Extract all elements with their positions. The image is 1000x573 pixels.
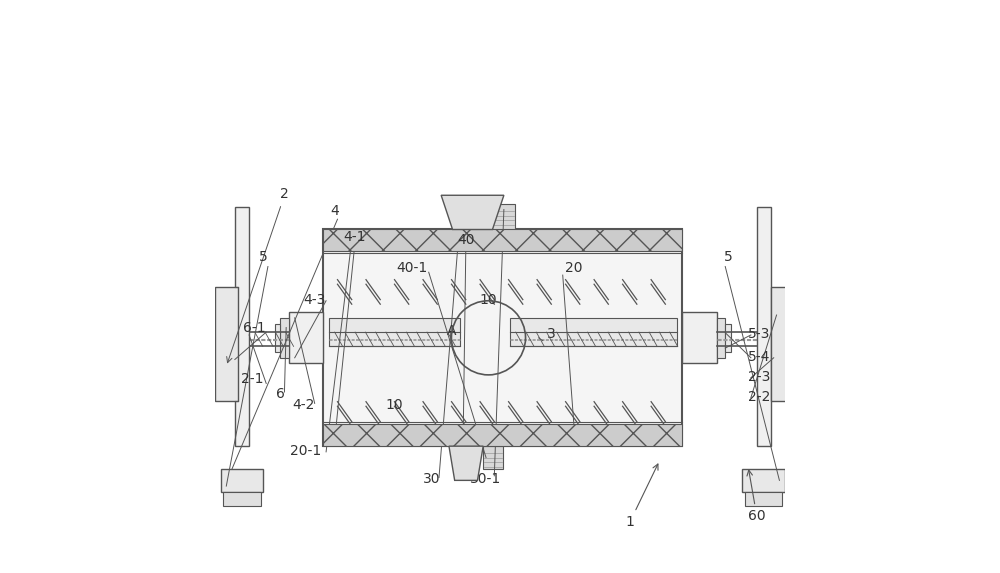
Bar [323,229,682,446]
Bar [682,312,717,363]
Bar [289,312,323,363]
Bar [275,324,280,352]
Bar [280,318,289,358]
Text: 40-1: 40-1 [396,261,427,275]
Bar [757,207,771,446]
Polygon shape [441,195,504,229]
Text: 6: 6 [276,387,285,401]
Text: 20-1: 20-1 [290,444,322,458]
Text: 4: 4 [330,204,339,218]
Text: 2-1: 2-1 [241,372,263,386]
Text: 4-3: 4-3 [303,293,326,307]
Text: 1: 1 [625,464,658,529]
Text: 10: 10 [386,398,403,412]
Bar [771,286,794,401]
Bar [725,324,731,352]
Text: 5: 5 [724,250,732,264]
Bar [323,425,682,446]
Text: A: A [447,324,456,338]
Bar [329,318,460,346]
Text: 6-1: 6-1 [243,321,266,335]
Text: 4-1: 4-1 [343,230,366,244]
Bar [717,318,725,358]
Bar [510,318,677,346]
Text: 60: 60 [747,470,766,523]
Bar [235,207,249,446]
Text: 10: 10 [480,293,497,307]
Text: 2: 2 [227,187,289,363]
Bar [323,229,682,251]
Bar [215,286,238,401]
Polygon shape [449,446,483,480]
Bar [745,492,782,506]
Bar [742,469,785,492]
Text: 5-3: 5-3 [748,327,771,341]
Bar [223,492,261,506]
Text: 5-4: 5-4 [748,350,771,364]
Bar [492,204,515,232]
Text: 3: 3 [547,327,556,341]
Text: 5: 5 [259,250,268,264]
Text: 4-2: 4-2 [292,398,314,412]
Bar [483,446,503,469]
Text: 2-2: 2-2 [748,390,771,403]
Text: 20: 20 [565,261,583,275]
Bar [221,469,263,492]
Text: 2-3: 2-3 [748,370,771,383]
Text: 30-1: 30-1 [470,472,501,486]
Text: 30: 30 [423,472,440,486]
Text: 40: 40 [457,233,475,247]
